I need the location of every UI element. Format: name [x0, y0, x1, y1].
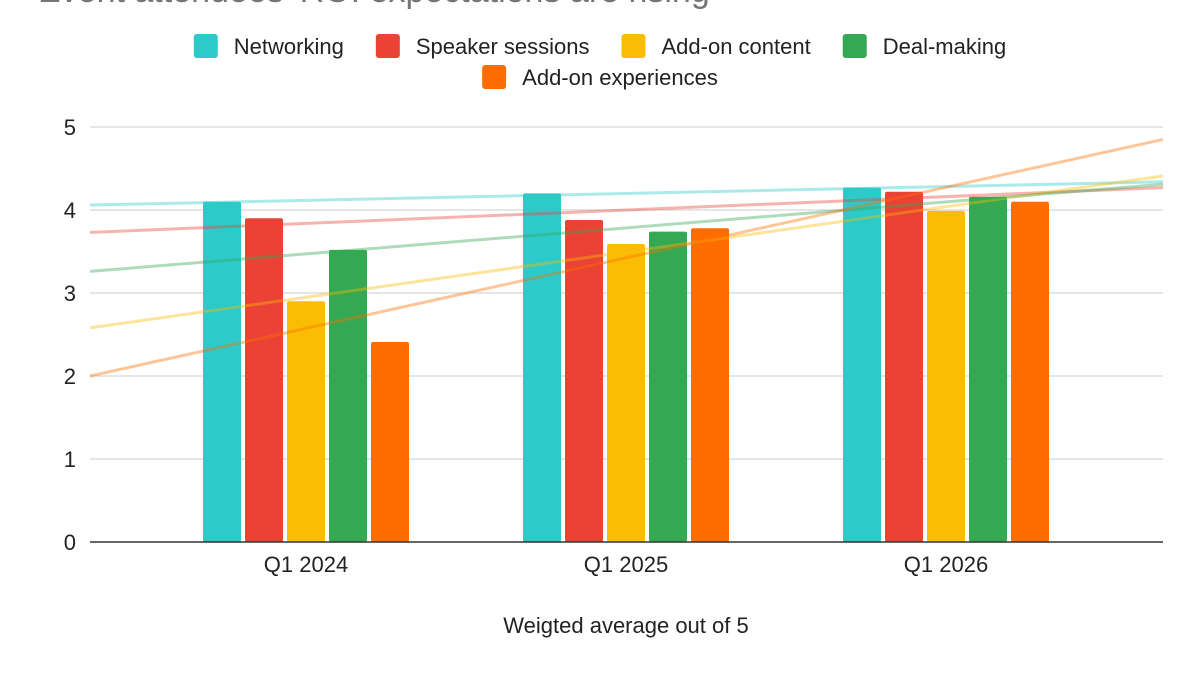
y-tick-label: 0 [64, 530, 76, 555]
bar-speaker-sessions-q1-2026 [885, 191, 923, 543]
bar-deal-making-q1-2024 [329, 249, 367, 542]
bar-deal-making-q1-2025 [649, 231, 687, 542]
x-tick-label: Q1 2026 [904, 552, 988, 577]
bar-networking-q1-2026 [843, 187, 881, 542]
legend-swatch-add-on-experiences [482, 65, 507, 89]
legend-label-add-on-content: Add-on content [661, 34, 810, 59]
bar-add-on-experiences-q1-2024 [371, 341, 409, 542]
x-axis-label: Weigted average out of 5 [503, 613, 748, 638]
trendline-speaker-sessions [89, 186, 1164, 234]
y-tick-label: 1 [64, 447, 76, 472]
bar-speaker-sessions-q1-2025 [565, 219, 603, 542]
legend-swatch-speaker-sessions [375, 34, 400, 58]
legend-label-networking: Networking [234, 34, 344, 59]
trendline-add-on-experiences [89, 137, 1164, 378]
bars [203, 187, 1049, 543]
x-axis-ticks: Q1 2024 Q1 2025 Q1 2026 [264, 552, 988, 577]
bar-deal-making-q1-2026 [969, 196, 1007, 542]
x-tick-label: Q1 2024 [264, 552, 348, 577]
y-tick-label: 5 [64, 115, 76, 140]
bar-networking-q1-2025 [523, 193, 561, 542]
bar-add-on-content-q1-2024 [287, 301, 325, 542]
bar-add-on-experiences-q1-2025 [691, 228, 729, 542]
trendline-add-on-content [89, 174, 1164, 330]
legend-label-deal-making: Deal-making [883, 34, 1007, 59]
trendlines [89, 137, 1164, 378]
y-axis-ticks: 0 1 2 3 4 5 [64, 115, 76, 555]
y-tick-label: 4 [64, 198, 76, 223]
bar-speaker-sessions-q1-2024 [245, 218, 283, 543]
legend-swatch-add-on-content [621, 34, 646, 58]
trendline-networking [89, 180, 1164, 207]
legend-label-add-on-experiences: Add-on experiences [522, 65, 718, 90]
legend: Networking Speaker sessions Add-on content… [193, 34, 1007, 90]
x-tick-label: Q1 2025 [584, 552, 668, 577]
legend-label-speaker-sessions: Speaker sessions [416, 34, 590, 59]
legend-swatch-deal-making [842, 34, 867, 58]
trendline-deal-making [89, 182, 1164, 273]
y-tick-label: 2 [64, 364, 76, 389]
y-tick-label: 3 [64, 281, 76, 306]
bar-add-on-content-q1-2025 [607, 244, 645, 542]
bar-networking-q1-2024 [203, 201, 241, 542]
chart-title: Event attendees' ROI expectations are ri… [38, 0, 710, 10]
bar-add-on-experiences-q1-2026 [1011, 201, 1049, 542]
bar-add-on-content-q1-2026 [927, 210, 965, 542]
legend-swatch-networking [193, 34, 218, 58]
